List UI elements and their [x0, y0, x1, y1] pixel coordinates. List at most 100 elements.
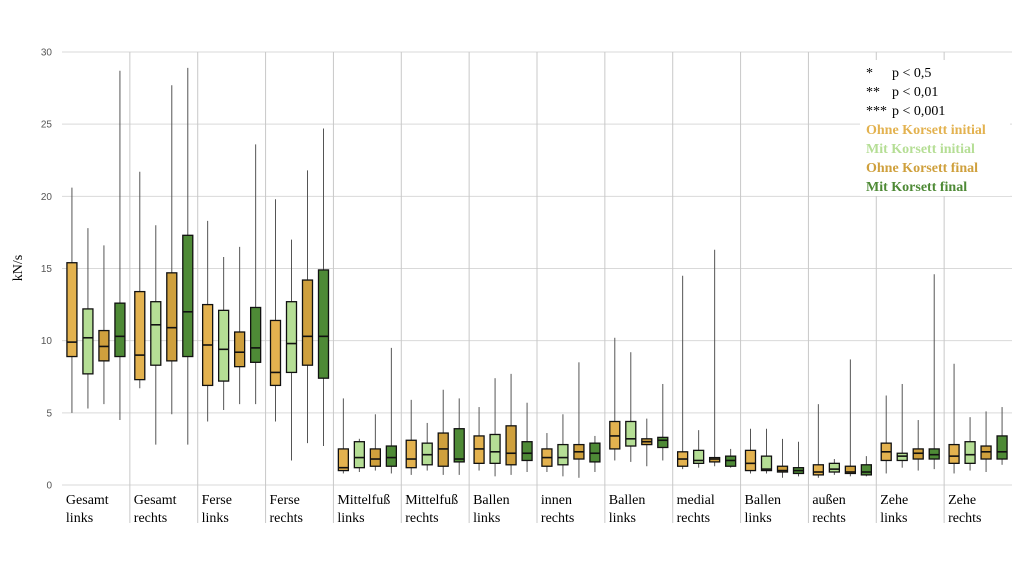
y-tick-label: 10	[41, 336, 53, 347]
significance-text: p < 0,01	[892, 85, 938, 100]
legend-background	[860, 60, 1010, 196]
category-label-line1: Ferse	[270, 493, 300, 508]
box-13-3	[912, 420, 924, 471]
box-iqr	[744, 449, 757, 472]
category-label-line1: Ballen	[745, 493, 782, 508]
box-10-1	[676, 275, 689, 470]
box-iqr	[489, 433, 501, 465]
series-legend-item: Mit Korsett initial	[866, 142, 975, 157]
box-7-3	[505, 373, 517, 475]
box-iqr	[505, 425, 517, 466]
significance-symbol: *	[866, 66, 873, 81]
category-label-line2: links	[337, 511, 364, 526]
box-2-4	[182, 67, 194, 445]
category-label-line2: links	[880, 511, 907, 526]
box-13-4	[928, 274, 940, 470]
box-14-1	[948, 363, 960, 474]
box-11-1	[744, 428, 757, 474]
category-label-line1: außen	[812, 493, 845, 508]
box-iqr	[557, 443, 569, 466]
significance-text: p < 0,5	[892, 66, 931, 81]
box-iqr	[233, 331, 246, 368]
box-11-4	[792, 441, 805, 477]
box-1-3	[98, 245, 110, 405]
gridlines	[62, 51, 1012, 523]
box-iqr	[964, 441, 976, 465]
box-4-2	[285, 239, 298, 461]
box-8-1	[541, 433, 553, 473]
box-iqr	[828, 462, 841, 473]
category-label-line2: rechts	[948, 511, 981, 526]
box-iqr	[317, 269, 330, 379]
y-tick-label: 0	[46, 481, 52, 492]
category-label-line1: Ballen	[473, 493, 510, 508]
category-label-line1: Gesamt	[66, 493, 109, 508]
box-iqr	[385, 445, 398, 467]
y-axis: 0 5 10 15 20 25 30	[41, 48, 53, 492]
box-9-1	[609, 337, 621, 461]
box-9-3	[641, 418, 653, 467]
y-axis-label: kN/s	[11, 255, 26, 281]
category-label-line2: rechts	[270, 511, 303, 526]
box-1-4	[114, 70, 126, 421]
category-labels: Gesamt links Gesamt rechts Ferse links Ferse re…	[66, 493, 982, 526]
box-13-1	[880, 395, 892, 474]
box-3-2	[217, 256, 230, 410]
box-12-1	[812, 404, 825, 478]
box-8-4	[589, 435, 601, 473]
box-14-3	[980, 411, 992, 473]
box-iqr	[776, 465, 789, 473]
box-iqr	[996, 435, 1008, 460]
category-label-line2: links	[745, 511, 772, 526]
box-iqr	[844, 465, 857, 475]
box-iqr	[657, 436, 669, 449]
box-iqr	[82, 308, 94, 375]
box-5-4	[385, 347, 398, 474]
significance-legend-item: *** p < 0,001	[866, 104, 945, 119]
box-9-2	[625, 352, 637, 462]
box-iqr	[249, 306, 262, 363]
category-label-line2: links	[202, 511, 229, 526]
box-iqr	[337, 448, 350, 472]
legend: * p < 0,5 ** p < 0,01 *** p < 0,001 Ohne Korse…	[860, 60, 1010, 196]
box-6-2	[421, 422, 433, 471]
box-iqr	[521, 441, 533, 462]
box-8-3	[573, 362, 585, 478]
box-14-4	[996, 407, 1008, 465]
box-iqr	[860, 464, 873, 476]
box-3-1	[201, 220, 214, 422]
category-label-line1: Zehe	[880, 493, 908, 508]
box-3-3	[233, 246, 246, 405]
series-legend-item: Mit Korsett final	[866, 180, 967, 195]
category-label-line1: medial	[677, 493, 715, 508]
box-iqr	[353, 441, 366, 469]
category-label-line1: Ballen	[609, 493, 646, 508]
box-9-4	[657, 383, 669, 461]
box-4-4	[317, 128, 330, 447]
box-iqr	[182, 234, 194, 358]
category-label-line1: Gesamt	[134, 493, 177, 508]
box-10-3	[708, 249, 721, 467]
box-iqr	[166, 272, 178, 362]
box-iqr	[301, 279, 314, 366]
box-3-4	[249, 144, 262, 405]
significance-legend-item: ** p < 0,01	[866, 85, 938, 100]
box-2-3	[166, 85, 178, 415]
box-11-3	[776, 438, 789, 478]
y-tick-label: 15	[41, 264, 53, 275]
box-10-2	[692, 430, 705, 468]
box-2-2	[150, 225, 162, 445]
box-7-4	[521, 402, 533, 473]
box-iqr	[948, 443, 960, 465]
box-1-2	[82, 228, 94, 409]
category-label-line1: innen	[541, 493, 572, 508]
y-tick-label: 30	[41, 48, 53, 59]
box-iqr	[369, 448, 382, 467]
category-label-line2: links	[66, 511, 93, 526]
category-label-line2: links	[473, 511, 500, 526]
box-12-3	[844, 359, 857, 477]
category-label-line1: Zehe	[948, 493, 976, 508]
box-2-1	[134, 171, 146, 389]
box-7-1	[473, 407, 485, 471]
